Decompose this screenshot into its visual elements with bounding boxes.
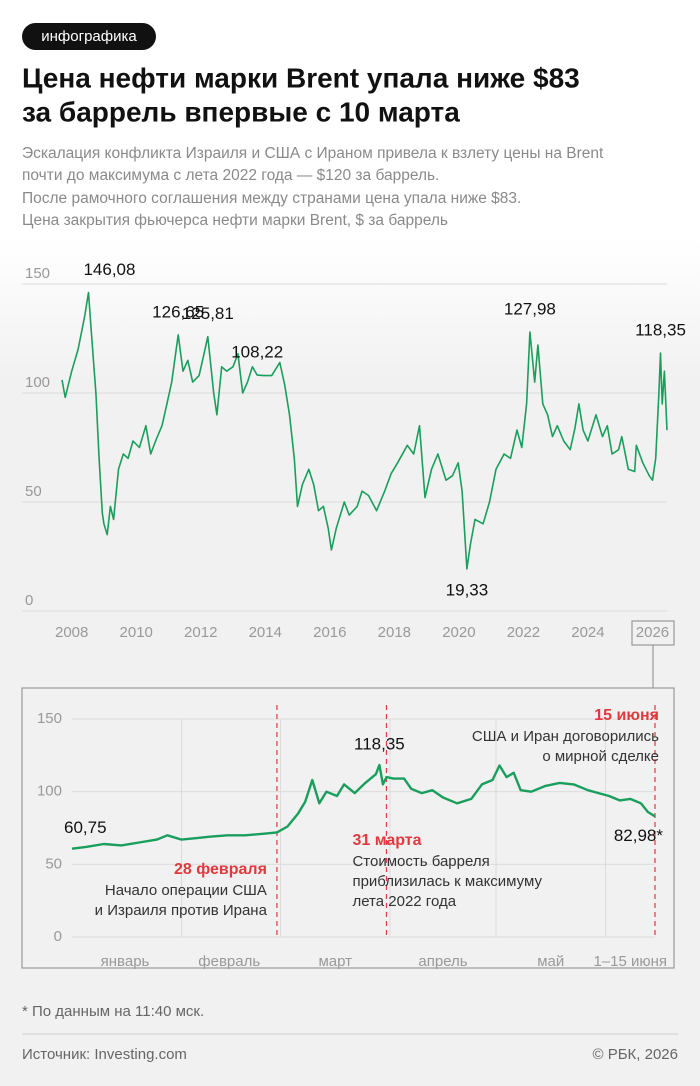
x-tick-label: 2026	[636, 624, 669, 641]
copyright: © РБК, 2026	[592, 1046, 678, 1063]
y-tick-label: 50	[45, 855, 62, 872]
price-line	[71, 763, 656, 850]
x-tick-label: апрель	[418, 953, 467, 970]
title: за баррель впервые с 10 марта	[22, 96, 460, 127]
subtitle: Эскалация конфликта Израиля и США с Иран…	[22, 145, 604, 162]
badge-text: инфографика	[41, 28, 137, 45]
event-text: лета 2022 года	[352, 893, 456, 910]
value-label: 127,98	[504, 299, 556, 318]
value-label: 108,22	[231, 343, 283, 362]
x-tick-label: 1–15 июня	[593, 953, 667, 970]
x-tick-label: март	[318, 953, 352, 970]
subtitle: Цена закрытия фьючерса нефти марки Brent…	[22, 212, 448, 229]
event-date: 15 июня	[594, 707, 659, 724]
badge	[22, 23, 156, 50]
value-label: 146,08	[83, 260, 135, 279]
subtitle: почти до максимума с лета 2022 года — $1…	[22, 167, 439, 184]
value-label: 118,35	[635, 320, 686, 339]
x-tick-label: 2018	[378, 624, 411, 641]
value-label: 118,35	[354, 734, 405, 753]
x-tick-label: 2008	[55, 624, 88, 641]
y-tick-label: 50	[25, 483, 42, 500]
x-tick-label: май	[537, 953, 564, 970]
event-text: и Израиля против Ирана	[95, 902, 268, 919]
event-date: 31 марта	[352, 832, 421, 849]
x-tick-label: 2014	[249, 624, 282, 641]
event-text: приблизилась к максимуму	[352, 873, 542, 890]
x-tick-label: январь	[101, 953, 150, 970]
footnote: * По данным на 11:40 мск.	[22, 1003, 204, 1020]
x-tick-label: 2010	[120, 624, 153, 641]
y-tick-label: 0	[54, 928, 62, 945]
event-text: о мирной сделке	[542, 748, 659, 765]
value-label: 82,98*	[614, 826, 664, 845]
title: Цена нефти марки Brent упала ниже $83	[22, 62, 580, 93]
subtitle: После рамочного соглашения между странам…	[22, 190, 521, 207]
event-date: 28 февраля	[174, 861, 267, 878]
y-tick-label: 150	[25, 265, 50, 282]
value-label: 19,33	[446, 580, 489, 599]
value-label: 60,75	[64, 818, 107, 837]
y-tick-label: 0	[25, 592, 33, 609]
y-tick-label: 150	[37, 710, 62, 727]
value-label: 126,65	[152, 302, 204, 321]
x-tick-label: 2022	[507, 624, 540, 641]
value-label: 125,81	[182, 304, 234, 323]
event-text: США и Иран договорились	[472, 728, 659, 745]
x-tick-label: 2012	[184, 624, 217, 641]
x-tick-label: 2020	[442, 624, 475, 641]
x-tick-label: 2024	[571, 624, 604, 641]
x-tick-label: февраль	[198, 953, 260, 970]
y-tick-label: 100	[37, 783, 62, 800]
price-line	[61, 291, 668, 570]
detail-frame	[21, 687, 675, 969]
event-text: Начало операции США	[105, 882, 267, 899]
x-tick-label: 2016	[313, 624, 346, 641]
source: Источник: Investing.com	[22, 1046, 187, 1063]
y-tick-label: 100	[25, 374, 50, 391]
event-text: Стоимость барреля	[352, 853, 489, 870]
